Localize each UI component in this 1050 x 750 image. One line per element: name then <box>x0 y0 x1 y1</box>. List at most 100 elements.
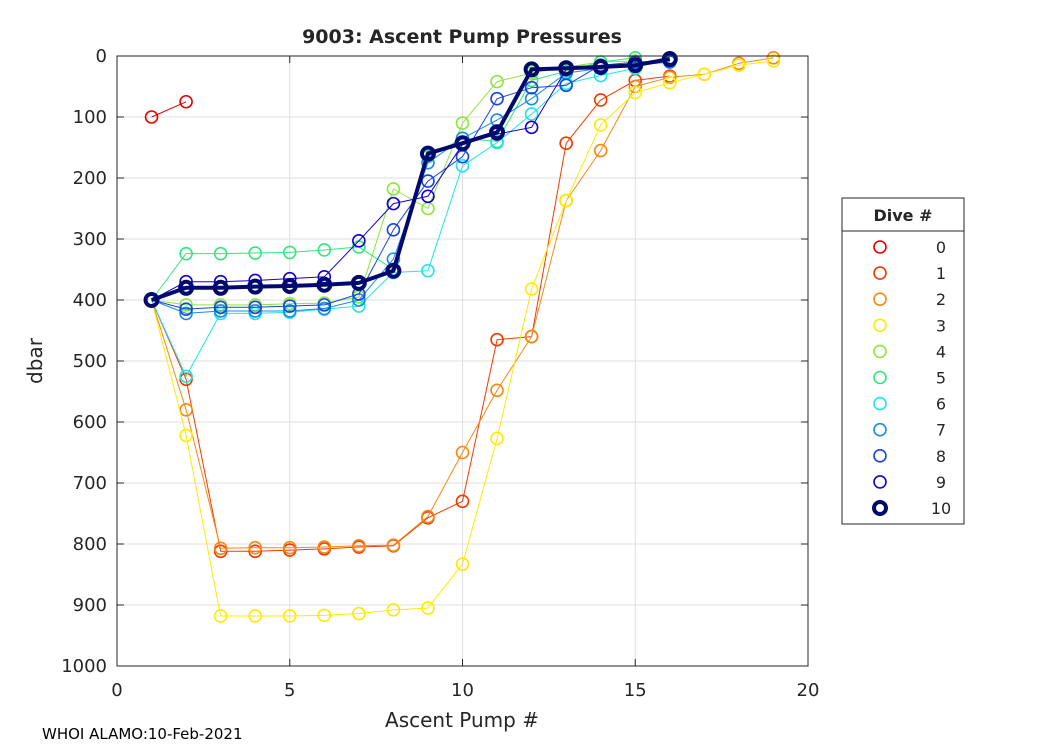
data-point <box>593 68 608 83</box>
series-line <box>151 75 670 552</box>
data-point <box>248 544 262 559</box>
data-point <box>455 116 470 130</box>
x-tick-label: 10 <box>451 680 474 701</box>
data-point <box>282 540 297 555</box>
data-point <box>524 107 539 121</box>
data-point <box>661 51 678 68</box>
data-point <box>490 74 504 89</box>
data-point <box>524 91 539 106</box>
data-point <box>248 246 262 260</box>
data-point <box>248 304 262 318</box>
data-point <box>179 428 193 443</box>
series-line <box>150 57 671 302</box>
legend-label: 2 <box>936 290 946 309</box>
data-point <box>593 93 608 107</box>
legend-item: 3 <box>873 316 946 335</box>
data-point <box>179 402 193 417</box>
data-point <box>559 78 573 93</box>
data-point <box>558 60 575 77</box>
y-tick-label: 500 <box>73 351 107 372</box>
legend-item: 4 <box>873 342 946 361</box>
data-point <box>386 603 401 617</box>
data-point <box>179 369 193 384</box>
y-tick-label: 400 <box>73 290 107 311</box>
data-point <box>213 304 228 318</box>
data-point <box>455 494 470 509</box>
legend-marker <box>873 318 887 333</box>
data-point <box>421 189 435 204</box>
data-point <box>350 274 367 291</box>
legend-label: 0 <box>936 238 946 257</box>
x-tick-label: 0 <box>111 680 122 701</box>
y-tick-label: 1000 <box>61 656 107 677</box>
series-layer <box>143 51 781 623</box>
legend-marker <box>873 344 887 359</box>
data-point <box>385 262 402 279</box>
series-dive-0 <box>144 94 193 124</box>
data-point <box>732 58 746 72</box>
data-point <box>179 298 193 312</box>
data-point <box>386 223 401 237</box>
legend-marker <box>872 500 888 516</box>
series-line <box>151 60 774 617</box>
data-point <box>419 145 436 162</box>
data-point <box>523 61 540 78</box>
data-point <box>352 539 366 553</box>
series-dive-3 <box>144 54 781 623</box>
data-point <box>455 557 470 571</box>
x-tick-label: 15 <box>624 680 647 701</box>
data-point <box>662 76 677 90</box>
legend-item: 0 <box>873 238 946 257</box>
data-point <box>386 182 401 196</box>
data-point <box>317 243 332 257</box>
data-point <box>524 120 539 135</box>
legend-label: 8 <box>936 447 946 466</box>
legend-item: 8 <box>873 447 946 466</box>
data-point <box>662 70 677 85</box>
data-point <box>559 136 573 151</box>
y-tick-label: 900 <box>73 595 107 616</box>
data-point <box>386 196 401 211</box>
legend-label: 4 <box>936 342 946 361</box>
data-point <box>179 94 193 109</box>
legend-label: 1 <box>936 264 946 283</box>
y-tick-label: 100 <box>73 107 107 128</box>
data-point <box>317 301 332 316</box>
data-point <box>213 246 228 261</box>
legend-item: 7 <box>873 421 946 440</box>
data-point <box>524 329 539 344</box>
legend-marker <box>873 292 887 307</box>
grid <box>117 56 808 666</box>
data-point <box>766 54 781 68</box>
data-point <box>524 80 539 95</box>
data-point <box>524 282 539 296</box>
data-point <box>386 538 401 553</box>
legend-item: 9 <box>873 473 946 492</box>
legend-box <box>841 197 965 525</box>
y-tick-label: 600 <box>73 412 107 433</box>
data-point <box>316 276 333 293</box>
data-point <box>455 159 470 173</box>
data-point <box>421 509 435 524</box>
x-tick-label: 20 <box>797 680 820 701</box>
legend-label: 9 <box>936 473 946 492</box>
legend-item: 10 <box>872 499 951 518</box>
y-tick-label: 700 <box>73 473 107 494</box>
series-line <box>151 64 636 301</box>
legend-items: 0 1 2 3 4 5 6 7 8 9 10 <box>872 238 951 518</box>
legend-item: 1 <box>873 264 946 283</box>
legend-title: Dive # <box>873 206 932 225</box>
data-point <box>559 193 573 208</box>
data-point <box>352 606 366 621</box>
data-point <box>213 609 228 623</box>
legend-marker <box>873 448 887 463</box>
data-point <box>490 383 504 398</box>
data-point <box>489 124 506 141</box>
legend-label: 3 <box>936 316 946 335</box>
data-point <box>282 245 297 260</box>
data-point <box>628 85 643 100</box>
data-point <box>143 292 160 308</box>
legend: Dive # 0 1 2 3 4 5 6 7 8 9 10 <box>841 197 965 525</box>
